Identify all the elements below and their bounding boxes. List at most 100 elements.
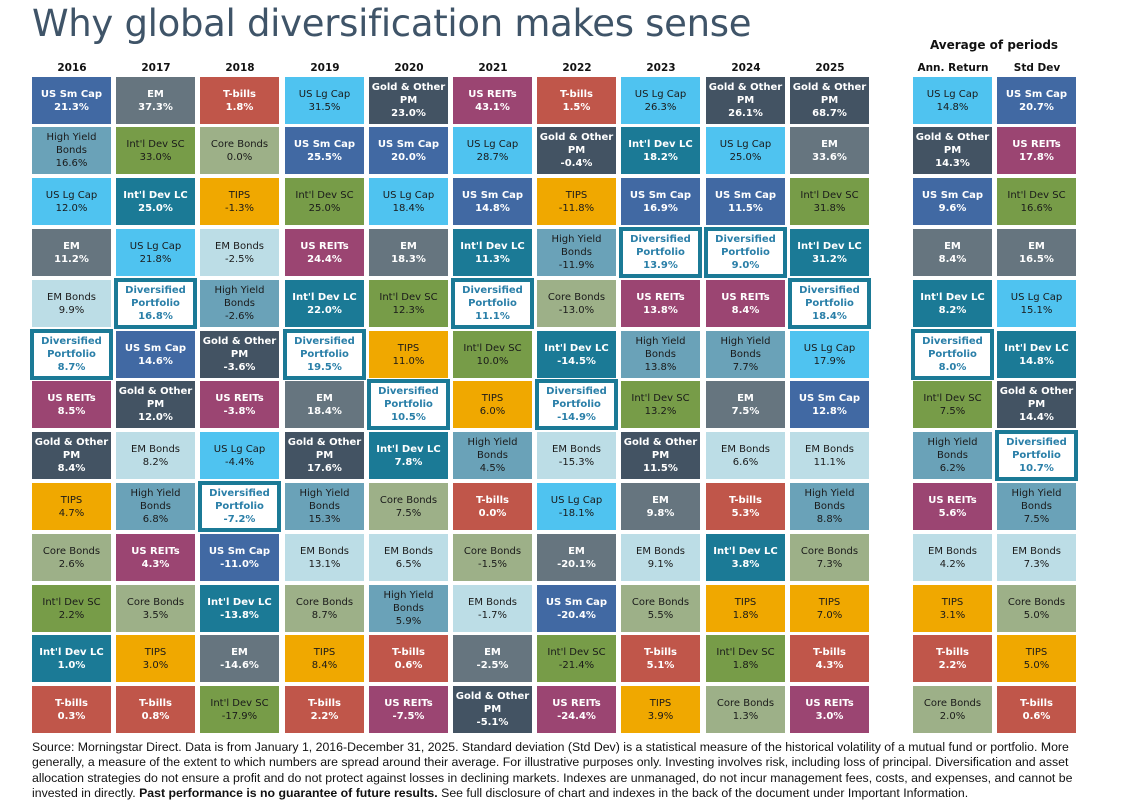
cell-asset-label: Diversified Portfolio [378,385,439,411]
cell-asset-label: Int'l Dev SC [463,342,522,354]
cell-core-bonds-2017: Core Bonds 3.5% [116,585,195,632]
cell-return-value: 1.8% [732,659,759,671]
cell-asset-label: T-bills [223,88,256,100]
cell-asset-label-line: PM [820,95,839,106]
cell-t-bills-std-dev: T-bills 0.6% [997,686,1076,733]
cell-gold-other-pm-2025: Gold & Other PM 68.7% [790,77,869,124]
cell-core-bonds-2023: Core Bonds 5.5% [621,585,700,632]
cell-asset-label: EM Bonds [215,240,264,252]
cell-return-value: 12.0% [55,202,88,214]
cell-asset-label: High Yield Bonds [636,335,686,361]
cell-us-lg-cap-2019: US Lg Cap 31.5% [285,77,364,124]
cell-asset-label: EM [737,392,754,404]
cell-tips-2020: TIPS 11.0% [369,331,448,378]
cell-asset-label: Gold & Other PM [372,81,445,107]
cell-return-value: 8.8% [816,514,843,525]
cell-return-value: 7.5% [395,507,422,519]
cell-return-value: -2.6% [224,311,254,322]
cell-core-bonds-2022: Core Bonds -13.0% [537,280,616,327]
cell-return-value: 7.7% [732,362,759,373]
cell-return-value: 5.3% [731,507,760,519]
cell-diversified-portfolio-2024: Diversified Portfolio 9.0% [704,227,787,278]
cell-asset-label: US Lg Cap [719,138,772,150]
cell-return-value: -18.1% [558,507,595,519]
cell-asset-label: US Sm Cap [921,189,984,201]
cell-int-l-dev-lc-2017: Int'l Dev LC 25.0% [116,178,195,225]
cell-return-value: 25.0% [308,202,341,214]
cell-asset-label-line: Portfolio [552,399,601,410]
cell-asset-label: Int'l Dev SC [547,646,606,658]
cell-asset-label: US Lg Cap [1010,291,1063,303]
cell-asset-label-line: Bonds [1021,501,1052,512]
cell-return-value: 5.9% [395,616,422,627]
cell-asset-label: TIPS [818,596,841,608]
cell-diversified-portfolio-ann-return: Diversified Portfolio 8.0% [911,329,994,380]
cell-asset-label: Int'l Dev LC [797,240,862,252]
year-header-2023: 2023 [646,62,676,74]
cell-asset-label: EM [652,494,669,506]
cell-return-value: -15.3% [558,456,595,468]
cell-us-lg-cap-2024: US Lg Cap 25.0% [706,127,785,174]
cell-return-value: 1.3% [732,710,759,722]
cell-int-l-dev-lc-2023: Int'l Dev LC 18.2% [621,127,700,174]
cell-us-sm-cap-2017: US Sm Cap 14.6% [116,331,195,378]
cell-return-value: 7.5% [1023,514,1050,525]
cell-return-value: -3.8% [223,405,256,417]
cell-asset-label: US Lg Cap [298,88,351,100]
cell-em-bonds-2016: EM Bonds 9.9% [32,280,111,327]
cell-asset-label-line: Diversified [378,386,439,397]
cell-us-sm-cap-2025: US Sm Cap 12.8% [790,381,869,428]
cell-return-value: -13.8% [220,609,259,621]
cell-tips-ann-return: TIPS 3.1% [913,585,992,632]
cell-return-value: 2.2% [58,609,85,621]
cell-em-2017: EM 37.3% [116,77,195,124]
cell-us-reits-2021: US REITs 43.1% [453,77,532,124]
cell-return-value: 14.8% [475,202,510,214]
cell-return-value: 21.3% [54,101,89,113]
cell-gold-other-pm-2024: Gold & Other PM 26.1% [706,77,785,124]
cell-asset-label: EM Bonds [384,545,433,557]
cell-return-value: 2.6% [58,558,85,570]
cell-return-value: -11.8% [558,202,595,214]
cell-asset-label: Gold & Other PM [916,131,989,157]
cell-asset-label-line: Portfolio [300,349,349,360]
cell-asset-label: US REITs [468,88,517,100]
cell-return-value: 22.0% [307,304,342,316]
cell-em-2022: EM -20.1% [537,534,616,581]
cell-return-value: 14.8% [936,101,969,113]
cell-asset-label: High Yield Bonds [47,131,97,157]
footer-disclosure: Source: Morningstar Direct. Data is from… [32,740,1102,801]
cell-return-value: -17.9% [221,710,258,722]
cell-asset-label-line: High Yield [299,488,350,499]
cell-return-value: 24.4% [307,253,342,265]
cell-us-reits-2019: US REITs 24.4% [285,229,364,276]
cell-us-sm-cap-2023: US Sm Cap 16.9% [621,178,700,225]
cell-int-l-dev-sc-2016: Int'l Dev SC 2.2% [32,585,111,632]
cell-return-value: 16.9% [643,202,678,214]
cell-asset-label: High Yield Bonds [215,284,265,310]
cell-asset-label: Diversified Portfolio [922,335,983,361]
cell-asset-label-line: Bonds [477,450,508,461]
cell-return-value: 11.5% [728,202,763,214]
cell-asset-label: T-bills [392,646,425,658]
cell-asset-label: Int'l Dev SC [631,392,690,404]
cell-asset-label: TIPS [397,342,420,354]
cell-return-value: 7.0% [816,609,843,621]
cell-return-value: 1.0% [57,659,86,671]
cell-t-bills-2024: T-bills 5.3% [706,483,785,530]
cell-asset-label-line: Portfolio [131,298,180,309]
cell-asset-label: EM Bonds [131,443,180,455]
cell-high-yield-bonds-2024: High Yield Bonds 7.7% [706,331,785,378]
cell-asset-label: Core Bonds [547,291,606,303]
cell-asset-label: EM [231,646,248,658]
cell-return-value: 23.0% [391,108,426,119]
cell-int-l-dev-lc-2021: Int'l Dev LC 11.3% [453,229,532,276]
cell-asset-label-line: Bonds [309,501,340,512]
cell-asset-label-line: High Yield [927,437,978,448]
cell-asset-label: Gold & Other PM [793,81,866,107]
cell-int-l-dev-sc-2019: Int'l Dev SC 25.0% [285,178,364,225]
cell-em-2019: EM 18.4% [285,381,364,428]
year-header-2022: 2022 [562,62,592,74]
cell-return-value: 3.8% [731,558,760,570]
cell-return-value: 7.5% [939,405,966,417]
